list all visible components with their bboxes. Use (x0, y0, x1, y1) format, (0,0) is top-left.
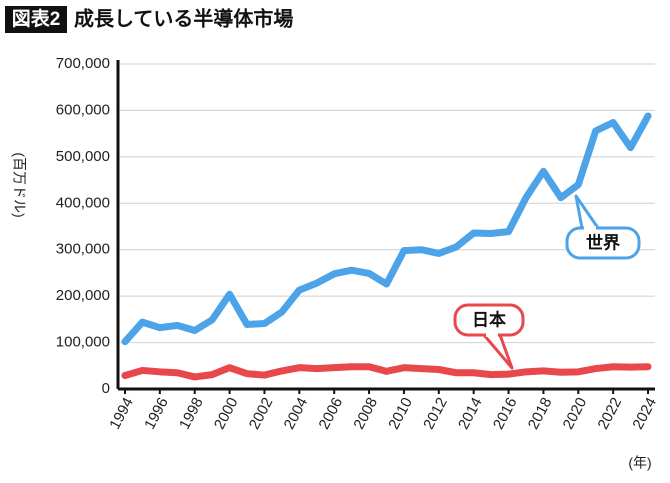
callout-box (565, 226, 641, 260)
legend-label: 日本 (472, 309, 506, 329)
x-tick-label: 1996 (141, 395, 172, 432)
chart-title: 成長している半導体市場 (74, 6, 293, 30)
y-tick-label: 400,000 (56, 194, 110, 211)
callout-pointer (574, 194, 600, 229)
x-tick-label: 2024 (629, 395, 660, 432)
line-series (121, 112, 652, 346)
figure-label: 図表2 (12, 7, 61, 30)
x-tick-label: 2006 (316, 395, 347, 432)
legend-label: 世界 (586, 233, 620, 252)
x-axis-label: (年) (628, 455, 651, 471)
x-tick-label: 1994 (106, 395, 137, 432)
x-tick-label: 2018 (525, 395, 556, 432)
x-tick-label: 2004 (281, 395, 312, 432)
callout-pointer (482, 334, 514, 370)
y-tick-label: 100,000 (56, 334, 110, 351)
x-tick-label: 1998 (176, 395, 207, 432)
y-tick-label: 500,000 (56, 148, 110, 165)
x-tick-label: 2012 (420, 395, 451, 432)
x-tick-label: 2008 (350, 395, 381, 432)
x-tick-label: 2000 (211, 395, 242, 432)
x-tick-label: 2010 (385, 395, 416, 432)
y-tick-label: 700,000 (56, 55, 110, 72)
figure-label-box (5, 6, 67, 33)
x-tick-label: 2002 (246, 395, 277, 432)
y-axis-label: (百万ドル) (11, 152, 27, 217)
line-series (121, 363, 652, 381)
y-tick-label: 200,000 (56, 287, 110, 304)
x-tick-label: 2014 (455, 395, 486, 432)
x-tick-label: 2016 (490, 395, 521, 432)
y-tick-label: 300,000 (56, 241, 110, 258)
x-tick-label: 2022 (595, 395, 626, 432)
y-tick-label: 0 (102, 380, 110, 397)
x-tick-label: 2020 (560, 395, 591, 432)
y-tick-label: 600,000 (56, 101, 110, 118)
